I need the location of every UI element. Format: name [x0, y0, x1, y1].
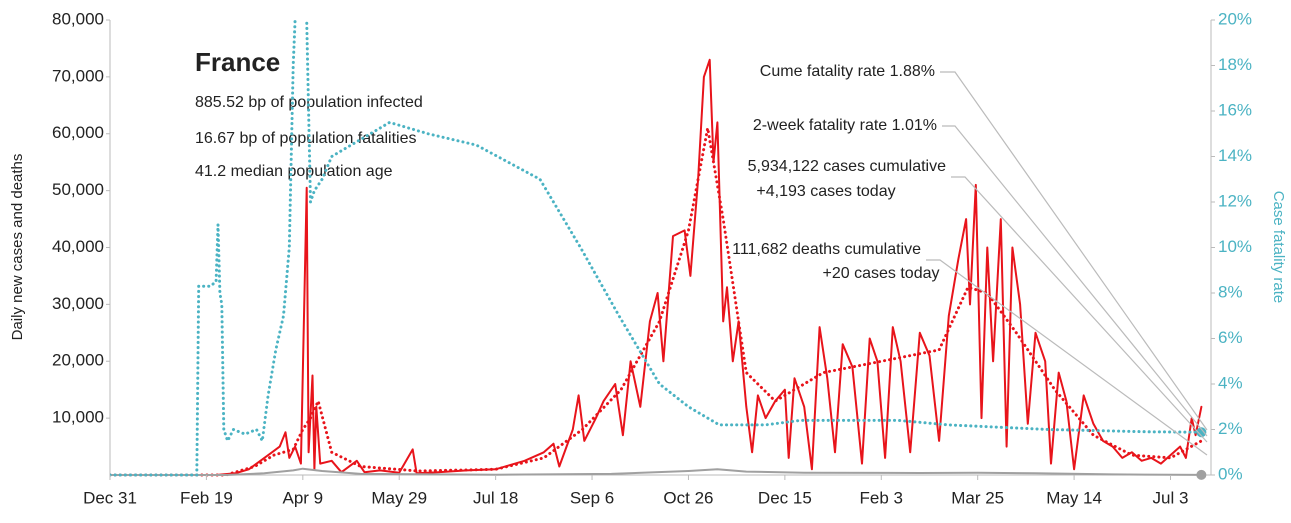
- y2-tick-label: 10%: [1218, 237, 1252, 256]
- y-tick-label: 70,000: [52, 66, 104, 85]
- x-tick-label: Mar 25: [951, 488, 1004, 507]
- info-line: 41.2 median population age: [195, 163, 393, 180]
- y2-axis-title: Case fatality rate: [1270, 191, 1287, 304]
- leader-line: [942, 125, 1208, 437]
- series-line: [110, 126, 1203, 477]
- y2-tick-label: 6%: [1218, 328, 1243, 347]
- annotation: 5,934,122 cases cumulative: [748, 158, 946, 175]
- x-tick-label: Jul 18: [473, 488, 518, 507]
- y2-tick-label: 18%: [1218, 55, 1252, 74]
- leader-line: [940, 71, 1208, 431]
- plot-area: [110, 20, 1203, 477]
- y-tick-label: 20,000: [52, 351, 104, 370]
- annotation: +20 cases today: [823, 265, 940, 282]
- y-tick-label: 60,000: [52, 123, 104, 142]
- y-tick-label: 50,000: [52, 180, 104, 199]
- leader-line: [926, 259, 1208, 456]
- series-line: [110, 58, 1203, 476]
- y-tick-label: 80,000: [52, 9, 104, 28]
- y2-tick-label: 12%: [1218, 191, 1252, 210]
- y2-tick-label: 20%: [1218, 9, 1252, 28]
- x-tick-label: Sep 6: [570, 488, 614, 507]
- y-axis-title: Daily new cases and deaths: [9, 154, 26, 341]
- y2-tick-label: 2%: [1218, 419, 1243, 438]
- annotation: +4,193 cases today: [756, 183, 895, 200]
- info-line: 16.67 bp of population fatalities: [195, 130, 417, 147]
- y-tick-label: 30,000: [52, 294, 104, 313]
- annotation: Cume fatality rate 1.88%: [760, 63, 935, 80]
- x-tick-label: Feb 3: [860, 488, 903, 507]
- y2-tick-label: 14%: [1218, 146, 1252, 165]
- y-tick-label: 10,000: [52, 408, 104, 427]
- x-tick-label: Oct 26: [663, 488, 713, 507]
- x-tick-label: May 29: [371, 488, 427, 507]
- y2-tick-label: 0%: [1218, 464, 1243, 483]
- x-tick-label: May 14: [1046, 488, 1102, 507]
- series-line: [110, 20, 1203, 477]
- end-marker: [1196, 427, 1207, 438]
- x-tick-label: Jul 3: [1153, 488, 1189, 507]
- y-tick-label: 40,000: [52, 237, 104, 256]
- y2-tick-label: 8%: [1218, 282, 1243, 301]
- leader-line: [951, 176, 1208, 443]
- x-tick-label: Feb 19: [180, 488, 233, 507]
- y2-tick-label: 16%: [1218, 100, 1252, 119]
- x-tick-label: Dec 15: [758, 488, 812, 507]
- country-title: France: [195, 47, 280, 77]
- info-line: 885.52 bp of population infected: [195, 94, 423, 111]
- annotation: 111,682 deaths cumulative: [732, 241, 921, 258]
- x-tick-label: Dec 31: [83, 488, 137, 507]
- series-line: [110, 467, 1203, 476]
- end-marker: [1196, 469, 1207, 480]
- y2-tick-label: 4%: [1218, 373, 1243, 392]
- annotation: 2-week fatality rate 1.01%: [753, 117, 937, 134]
- x-tick-label: Apr 9: [282, 488, 323, 507]
